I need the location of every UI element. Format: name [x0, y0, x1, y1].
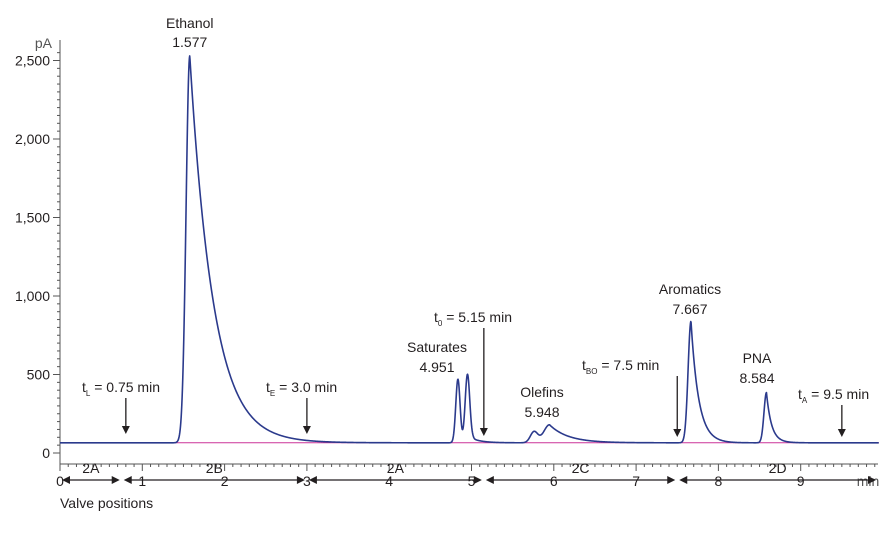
- x-tick-label: 1: [138, 473, 146, 489]
- valve-segment-label: 2B: [206, 460, 223, 476]
- valve-segment-arrow-right: [111, 476, 120, 484]
- y-unit-label: pA: [35, 35, 53, 51]
- x-tick-label: 5: [468, 473, 476, 489]
- time-marker-label: tA = 9.5 min: [798, 386, 869, 405]
- peak-retention-time-label: 4.951: [419, 359, 454, 375]
- peak-name-label: PNA: [743, 350, 772, 366]
- time-markers: tL = 0.75 min tE = 3.0 min t0 = 5.15 min tB…: [82, 309, 869, 437]
- valve-segment-arrow-right: [473, 476, 482, 484]
- x-tick-label: 3: [303, 473, 311, 489]
- peak-name-label: Saturates: [407, 339, 467, 355]
- valve-segment-label: 2D: [769, 460, 787, 476]
- y-tick-label: 2,500: [15, 53, 50, 69]
- x-tick-label: 2: [221, 473, 229, 489]
- time-marker-label: tL = 0.75 min: [82, 379, 160, 398]
- x-tick-label: 4: [385, 473, 393, 489]
- y-tick-label: 500: [27, 367, 51, 383]
- valve-segment-arrow-left: [308, 476, 317, 484]
- valve-segment-arrow-left: [485, 476, 494, 484]
- valve-positions-caption: Valve positions: [60, 495, 153, 511]
- peak-name-label: Aromatics: [659, 281, 721, 297]
- valve-positions: 2A 2B 2A 2C 2D Valve positions: [60, 460, 876, 511]
- valve-segment-label: 2A: [82, 460, 100, 476]
- valve-segment-arrow-right: [296, 476, 305, 484]
- time-marker-arrow-head: [121, 426, 130, 434]
- time-marker-label: t0 = 5.15 min: [434, 309, 512, 328]
- valve-segment-arrow-right: [868, 476, 876, 484]
- time-marker-arrow-head: [837, 429, 846, 437]
- valve-segment-label: 2A: [387, 460, 405, 476]
- peak-retention-time-label: 8.584: [739, 370, 774, 386]
- valve-segment-arrow-left: [62, 476, 70, 484]
- x-tick-label: 9: [797, 473, 805, 489]
- valve-segment-arrow-right: [667, 476, 676, 484]
- x-tick-label: 8: [715, 473, 723, 489]
- valve-segment-arrow-left: [679, 476, 688, 484]
- signal-trace: [59, 55, 880, 444]
- x-tick-label: 7: [632, 473, 640, 489]
- peak-name-label: Olefins: [520, 384, 564, 400]
- peak-retention-time-label: 7.667: [672, 301, 707, 317]
- y-tick-label: 1,500: [15, 210, 50, 226]
- y-tick-label: 1,000: [15, 288, 50, 304]
- time-marker-arrow-head: [302, 426, 311, 434]
- peak-name-label: Ethanol: [166, 15, 213, 31]
- time-marker-arrow-head: [479, 428, 488, 436]
- peak-retention-time-label: 5.948: [524, 404, 559, 420]
- time-marker-arrow-head: [673, 429, 682, 437]
- valve-segment-label: 2C: [572, 460, 590, 476]
- peak-retention-time-label: 1.577: [172, 34, 207, 50]
- x-tick-label: 6: [550, 473, 558, 489]
- y-tick-label: 0: [42, 445, 50, 461]
- y-tick-label: 2,000: [15, 131, 50, 147]
- time-marker-label: tE = 3.0 min: [266, 379, 337, 398]
- time-marker-label: tBO = 7.5 min: [582, 357, 659, 376]
- valve-segment-arrow-left: [123, 476, 132, 484]
- peak-labels: Ethanol 1.577 Saturates 4.951 Olefins 5.948 Ar…: [166, 15, 775, 420]
- signal-trace-layer: [59, 55, 880, 444]
- x-tick-label: 0: [56, 473, 64, 489]
